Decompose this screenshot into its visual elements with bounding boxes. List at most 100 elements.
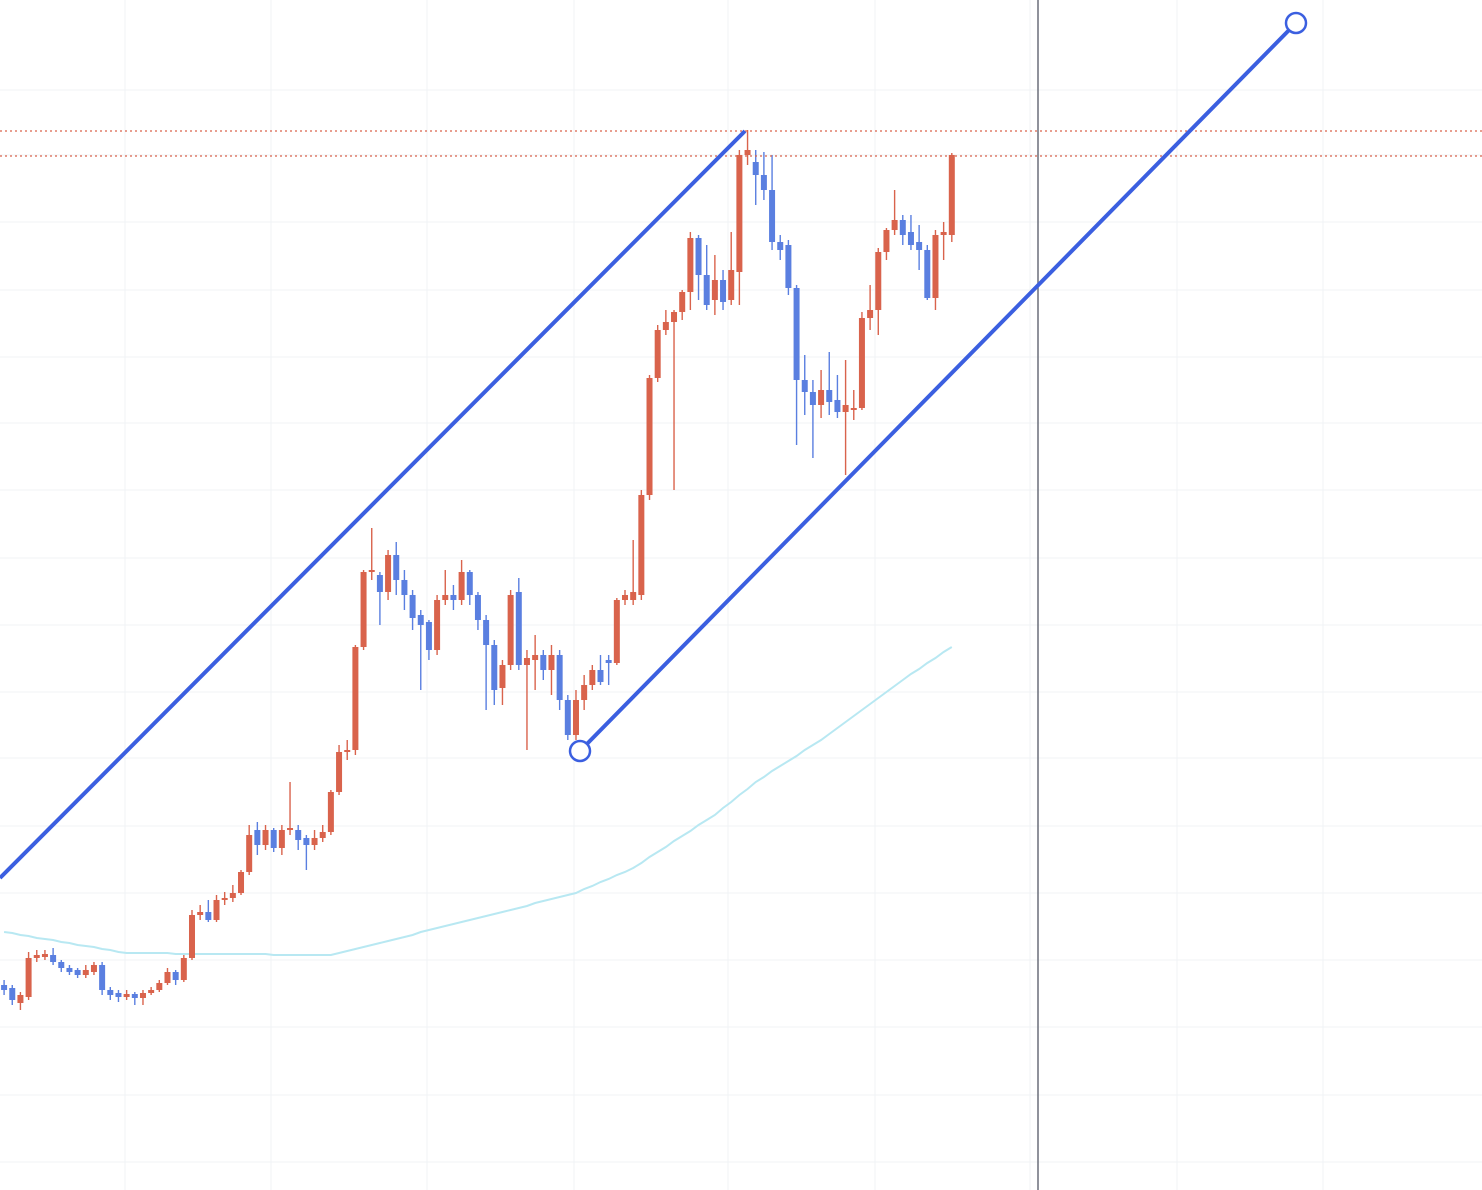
candle-body <box>474 595 481 620</box>
candle-body <box>425 622 432 650</box>
candle-body <box>899 220 906 235</box>
candle-body <box>344 750 351 752</box>
candle-body <box>336 752 343 792</box>
candle-body <box>752 162 759 175</box>
candle-body <box>352 647 359 750</box>
channel-upper-line[interactable] <box>0 129 747 880</box>
candle-body <box>589 670 596 685</box>
candle-body <box>213 900 220 920</box>
candle-body <box>736 155 743 272</box>
candle-body <box>564 700 571 735</box>
candle-body <box>891 220 898 230</box>
candle-body <box>711 280 718 300</box>
candle-body <box>17 995 24 1003</box>
candle-body <box>932 235 939 298</box>
candle-body <box>180 958 187 980</box>
candle-body <box>777 242 784 250</box>
candle-body <box>229 893 236 898</box>
candle-body <box>769 190 776 242</box>
candle-body <box>809 392 816 405</box>
candle-body <box>875 252 882 310</box>
candle-body <box>58 962 65 968</box>
candle-body <box>442 595 449 600</box>
candle-body <box>82 970 89 975</box>
candle-body <box>948 155 955 235</box>
candle-body <box>99 965 106 990</box>
candle-body <box>41 954 48 957</box>
candle-body <box>548 655 555 670</box>
candle-body <box>74 970 81 975</box>
candle-body <box>303 838 310 845</box>
candle-body <box>66 968 73 972</box>
candle-body <box>499 665 506 688</box>
candle-body <box>597 670 604 682</box>
candle-body <box>801 380 808 392</box>
candle-body <box>907 232 914 245</box>
candle-body <box>785 245 792 288</box>
candle-body <box>115 993 122 997</box>
candle-body <box>417 615 424 625</box>
candle-body <box>867 310 874 318</box>
candle-body <box>50 955 57 962</box>
candle-body <box>393 555 400 580</box>
candle-body <box>556 655 563 700</box>
candle-body <box>9 988 16 1000</box>
drawing-handle[interactable] <box>568 739 592 763</box>
candle-body <box>368 570 375 572</box>
candle-body <box>744 150 751 155</box>
candle-body <box>254 830 261 845</box>
candle-body <box>842 405 849 412</box>
candle-body <box>646 378 653 495</box>
candle-body <box>205 912 212 920</box>
candle-body <box>466 572 473 595</box>
candle-body <box>33 955 40 958</box>
candle-body <box>450 595 457 600</box>
candle-body <box>638 495 645 595</box>
candle-body <box>540 655 547 670</box>
moving-average-layer <box>3 646 953 956</box>
candle-body <box>360 572 367 647</box>
candle-body <box>262 830 269 845</box>
candle-body <box>687 238 694 292</box>
candle-body <box>188 915 195 958</box>
candle-body <box>622 595 629 600</box>
candles <box>1 130 955 1010</box>
candle-body <box>458 572 465 600</box>
candle-body <box>605 660 612 663</box>
candle-body <box>401 580 408 595</box>
candle-body <box>295 830 302 840</box>
candle-body <box>25 958 32 997</box>
candle-body <box>311 838 318 845</box>
candle-body <box>287 828 294 830</box>
candle-body <box>172 972 179 980</box>
candle-body <box>703 275 710 305</box>
candle-body <box>319 832 326 838</box>
candle-body <box>793 288 800 380</box>
candle-body <box>221 898 228 900</box>
time-grid <box>124 0 1324 1190</box>
candle-body <box>760 175 767 190</box>
candle-body <box>572 700 579 735</box>
candle-body <box>164 972 171 983</box>
candle-body <box>90 965 97 972</box>
candle-body <box>679 292 686 312</box>
moving-average <box>3 646 953 956</box>
candle-body <box>695 238 702 275</box>
drawing-handle[interactable] <box>1284 11 1308 35</box>
candle-body <box>156 983 163 990</box>
candle-body <box>858 318 865 408</box>
candle-body <box>818 390 825 405</box>
channel-lower-line[interactable] <box>578 21 1298 753</box>
candle-body <box>491 645 498 690</box>
candle-body <box>654 330 661 378</box>
candle-body <box>834 400 841 412</box>
candle-body <box>123 994 130 997</box>
candle-body <box>483 620 490 645</box>
candle-body <box>270 830 277 848</box>
candle-body <box>238 872 245 893</box>
candle-body <box>662 322 669 330</box>
candle-body <box>107 990 114 995</box>
